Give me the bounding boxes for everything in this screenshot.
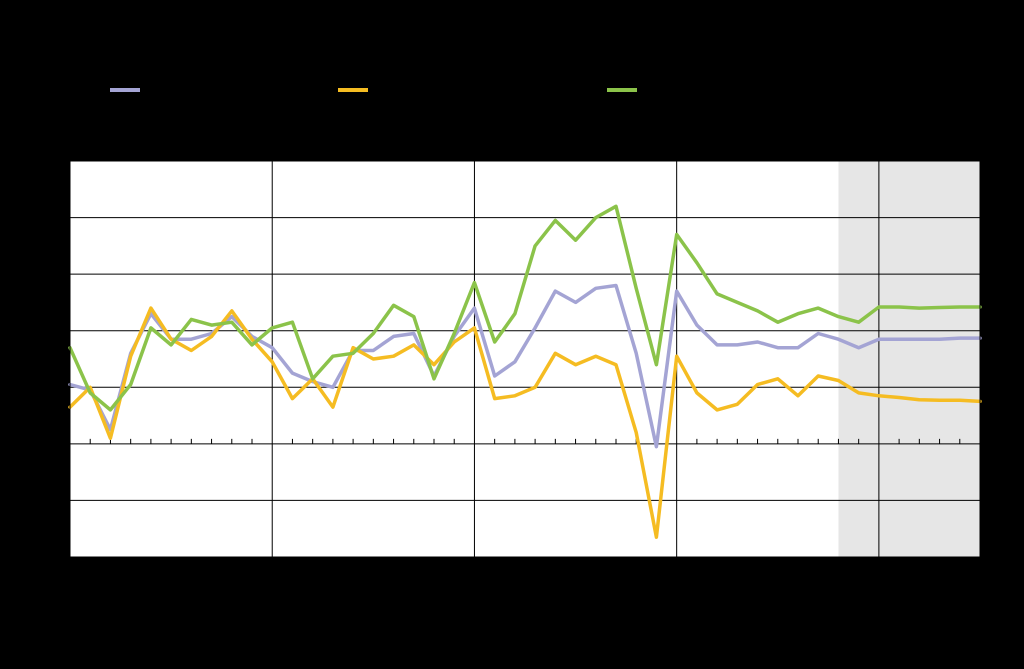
- legend-item-series-1: [110, 88, 148, 92]
- legend-swatch-series-2: [338, 88, 368, 92]
- forecast-shading: [838, 161, 980, 557]
- series-line-3: [68, 204, 982, 412]
- plot-area: [70, 161, 980, 557]
- plot-border: [69, 160, 981, 558]
- legend-swatch-series-3: [607, 88, 637, 92]
- legend-item-series-3: [607, 88, 645, 92]
- legend-item-series-2: [338, 88, 376, 92]
- legend: [0, 88, 1024, 112]
- legend-swatch-series-1: [110, 88, 140, 92]
